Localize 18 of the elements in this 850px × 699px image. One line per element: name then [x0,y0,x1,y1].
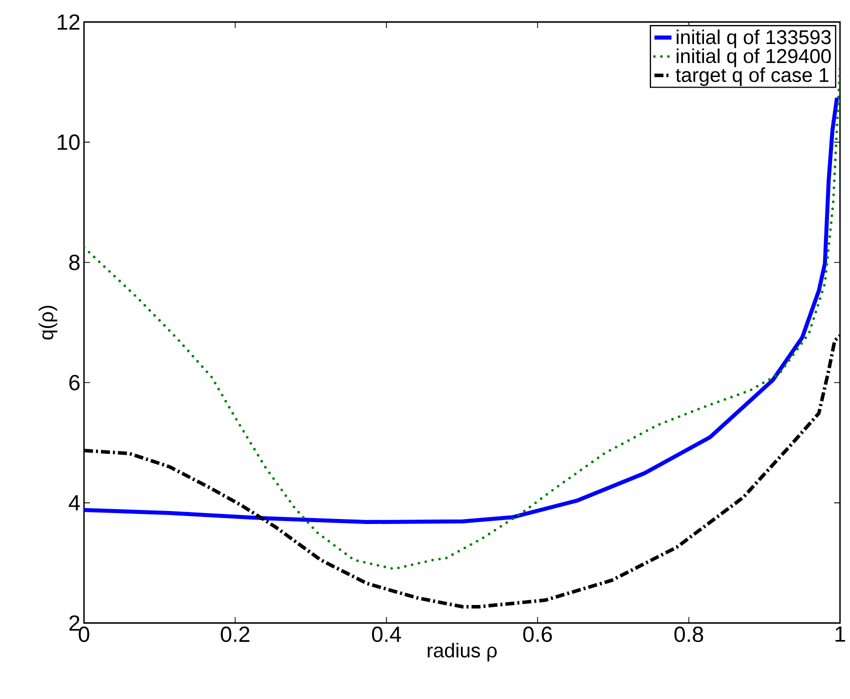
y-axis-title: q(ρ) [38,306,58,340]
x-tick-label: 0.2 [220,626,250,642]
legend-label: initial q of 129400 [676,48,831,68]
legend-label: target q of case 1 [676,67,828,86]
y-tick-label: 2 [69,615,80,631]
x-axis-title: radius ρ [428,642,497,662]
y-tick-label: 8 [69,254,80,270]
y-tick-label: 4 [68,495,80,510]
legend-label: initial q of 133593 [676,30,831,48]
y-tick-label: 6 [69,374,80,390]
y-tick-label: 10 [58,134,80,150]
x-tick-label: 0.4 [372,626,401,642]
y-tick-label: 12 [58,14,80,30]
line-series [84,96,839,524]
x-tick-label: 0.8 [674,626,704,642]
x-tick-label: 1 [836,626,846,642]
x-tick-label: 0.6 [523,626,552,642]
x-tick-label: 0 [78,626,90,642]
